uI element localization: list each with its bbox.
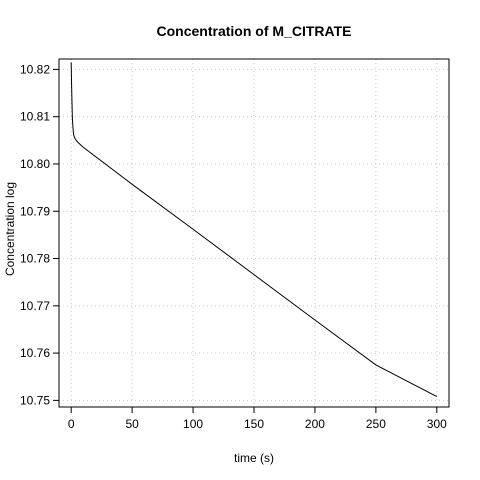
y-tick-label: 10.78 [20, 252, 50, 266]
x-tick-label: 150 [244, 417, 264, 431]
y-tick-label: 10.76 [20, 346, 50, 360]
x-tick-label: 100 [183, 417, 203, 431]
y-axis: 10.75 10.76 10.77 10.78 10.79 10.80 10.81 10.82 [20, 62, 59, 407]
y-tick-label: 10.77 [20, 299, 50, 313]
concentration-line [70, 62, 438, 398]
y-tick-label: 10.82 [20, 62, 50, 76]
grid-layer [59, 59, 449, 407]
x-tick-label: 0 [68, 417, 75, 431]
chart-title: Concentration of M_CITRATE [157, 23, 352, 39]
x-axis: 0 50 100 150 200 250 300 [68, 407, 447, 431]
x-axis-label: time (s) [234, 451, 274, 465]
x-tick-label: 200 [305, 417, 325, 431]
y-tick-label: 10.75 [20, 393, 50, 407]
y-axis-label: Concentration log [3, 182, 17, 276]
series-layer [70, 62, 438, 398]
y-tick-label: 10.79 [20, 204, 50, 218]
x-tick-label: 250 [366, 417, 386, 431]
x-tick-label: 50 [125, 417, 139, 431]
x-tick-label: 300 [427, 417, 447, 431]
y-tick-label: 10.81 [20, 110, 50, 124]
y-tick-label: 10.80 [20, 157, 50, 171]
